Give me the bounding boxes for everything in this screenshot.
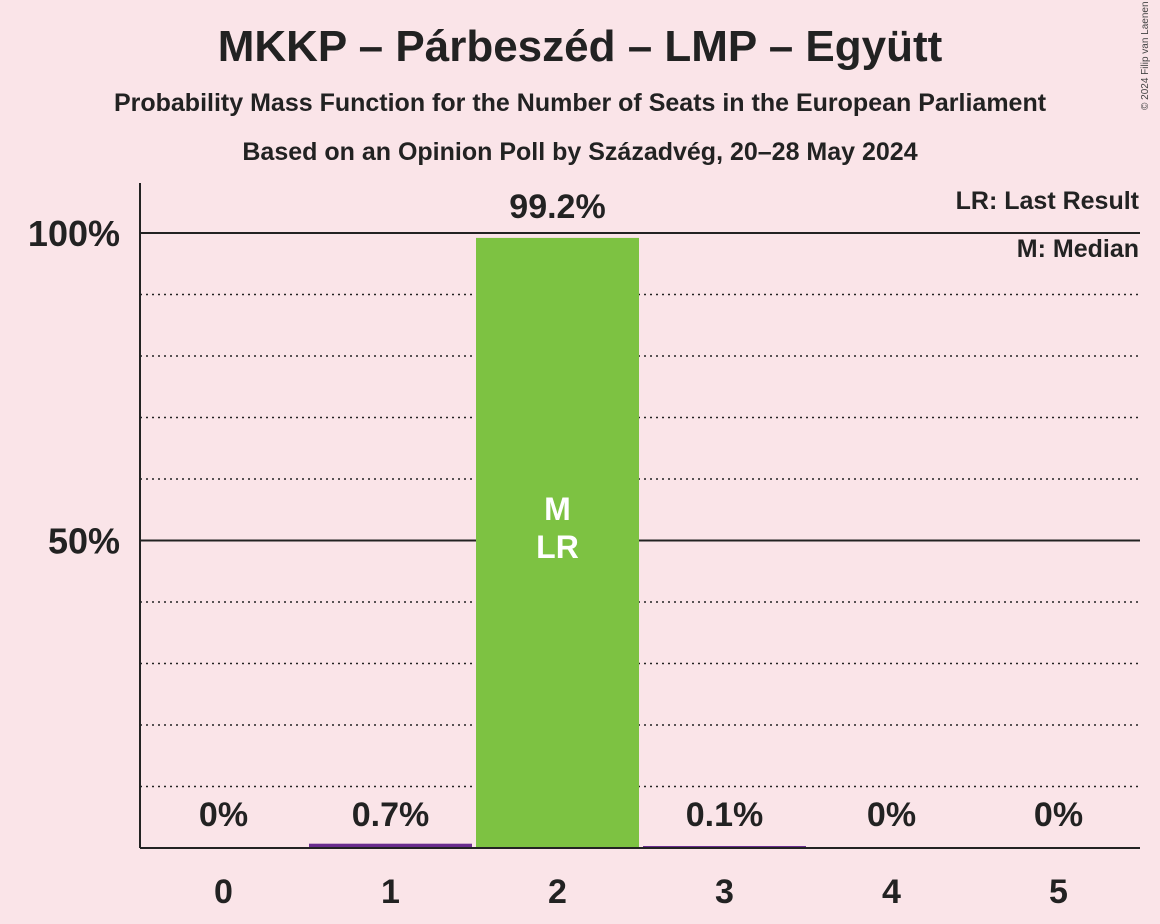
x-tick-label: 2 xyxy=(548,873,567,911)
x-tick-label: 0 xyxy=(214,873,233,911)
data-label: 0% xyxy=(1034,796,1083,834)
data-label: 0% xyxy=(199,796,248,834)
x-tick-label: 3 xyxy=(715,873,734,911)
legend-median: M: Median xyxy=(1017,235,1139,263)
data-label: 0% xyxy=(867,796,916,834)
y-tick-label: 100% xyxy=(28,213,120,254)
chart-subtitle: Probability Mass Function for the Number… xyxy=(113,89,1047,117)
data-label: 99.2% xyxy=(509,188,605,226)
last-result-marker: LR xyxy=(536,529,579,565)
bar xyxy=(309,843,472,848)
bar xyxy=(476,237,639,849)
chart-source: Based on an Opinion Poll by Századvég, 2… xyxy=(242,138,918,166)
legend-last-result: LR: Last Result xyxy=(956,187,1140,215)
data-label: 0.1% xyxy=(686,796,764,834)
x-tick-label: 1 xyxy=(381,873,400,911)
median-marker: M xyxy=(544,491,571,527)
chart-title: MKKP – Párbeszéd – LMP – Együtt xyxy=(217,22,943,71)
x-tick-label: 5 xyxy=(1049,873,1068,911)
x-tick-label: 4 xyxy=(882,873,901,911)
data-label: 0.7% xyxy=(352,796,430,834)
y-tick-label: 50% xyxy=(48,521,120,562)
